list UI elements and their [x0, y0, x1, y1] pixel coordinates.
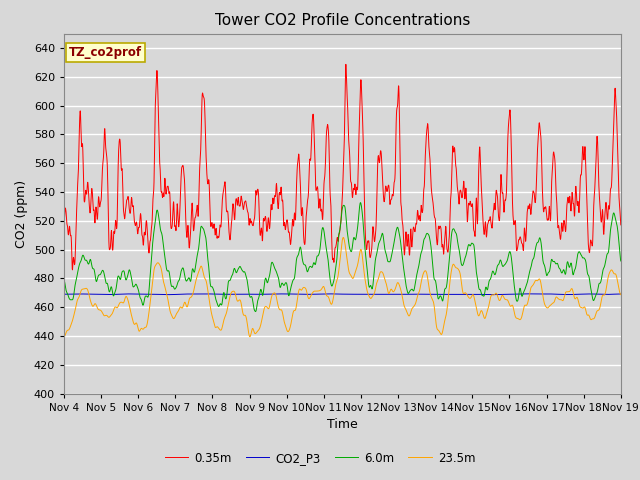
- 23.5m: [359, 256, 367, 262]
- Line: 6.0m: 6.0m: [64, 203, 621, 312]
- Line: 0.35m: 0.35m: [64, 64, 621, 270]
- 6.0m: [505, 252, 513, 258]
- CO2_P3: [371, 291, 379, 297]
- 6.0m: [252, 309, 259, 314]
- 6.0m: [359, 217, 367, 223]
- CO2_P3: [568, 292, 576, 298]
- 0.35m: [505, 120, 513, 126]
- CO2_P3: [617, 291, 625, 297]
- Legend: 0.35m, CO2_P3, 6.0m, 23.5m: 0.35m, CO2_P3, 6.0m, 23.5m: [160, 447, 480, 469]
- Title: Tower CO2 Profile Concentrations: Tower CO2 Profile Concentrations: [214, 13, 470, 28]
- 0.35m: [371, 236, 379, 241]
- 6.0m: [584, 271, 591, 276]
- 0.35m: [617, 222, 625, 228]
- Line: 23.5m: 23.5m: [64, 238, 621, 337]
- 23.5m: [339, 235, 347, 240]
- 23.5m: [504, 299, 512, 304]
- CO2_P3: [584, 291, 591, 297]
- 6.0m: [371, 260, 379, 265]
- 23.5m: [216, 326, 223, 332]
- 23.5m: [568, 286, 575, 291]
- 23.5m: [617, 292, 625, 298]
- Y-axis label: CO2 (ppm): CO2 (ppm): [15, 180, 28, 248]
- 0.35m: [68, 267, 76, 273]
- CO2_P3: [164, 292, 172, 298]
- 0.35m: [584, 220, 591, 226]
- 0.35m: [216, 228, 223, 234]
- 6.0m: [356, 200, 364, 205]
- X-axis label: Time: Time: [327, 418, 358, 431]
- 6.0m: [60, 277, 68, 283]
- CO2_P3: [359, 291, 367, 297]
- CO2_P3: [216, 291, 223, 297]
- 6.0m: [216, 303, 223, 309]
- 23.5m: [60, 334, 68, 340]
- 6.0m: [617, 258, 625, 264]
- 23.5m: [584, 312, 591, 318]
- 0.35m: [60, 219, 68, 225]
- 0.35m: [568, 190, 576, 195]
- Line: CO2_P3: CO2_P3: [64, 294, 621, 295]
- 23.5m: [371, 289, 379, 295]
- CO2_P3: [504, 291, 512, 297]
- CO2_P3: [60, 291, 68, 297]
- CO2_P3: [521, 291, 529, 297]
- 6.0m: [568, 265, 576, 271]
- 0.35m: [359, 127, 367, 132]
- Text: TZ_co2prof: TZ_co2prof: [68, 46, 141, 59]
- 0.35m: [342, 61, 349, 67]
